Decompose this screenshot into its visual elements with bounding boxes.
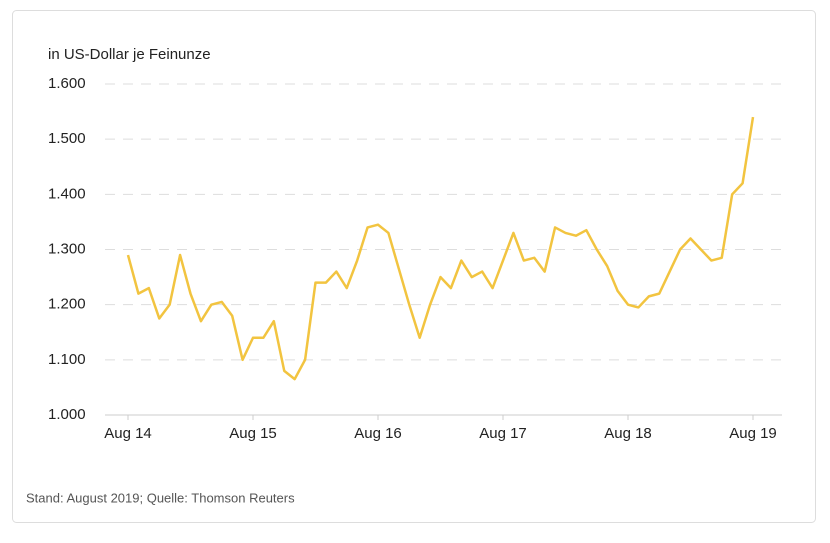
x-tick-label: Aug 15 bbox=[229, 425, 277, 442]
y-tick-label: 1.100 bbox=[48, 351, 86, 368]
price-line bbox=[126, 116, 755, 381]
x-tick-label: Aug 17 bbox=[479, 425, 527, 442]
x-tick-label: Aug 14 bbox=[104, 425, 152, 442]
source-note: Stand: August 2019; Quelle: Thomson Reut… bbox=[26, 490, 295, 505]
y-tick-label: 1.300 bbox=[48, 240, 86, 257]
y-tick-label: 1.500 bbox=[48, 130, 86, 147]
y-tick-label: 1.200 bbox=[48, 296, 86, 313]
card bbox=[12, 10, 816, 523]
y-tick-label: 1.000 bbox=[48, 406, 86, 423]
y-tick-label: 1.600 bbox=[48, 75, 86, 92]
x-tick-label: Aug 19 bbox=[729, 425, 777, 442]
x-tick-label: Aug 16 bbox=[354, 425, 402, 442]
y-tick-label: 1.400 bbox=[48, 185, 86, 202]
y-axis-label: in US-Dollar je Feinunze bbox=[48, 46, 211, 63]
x-tick-label: Aug 18 bbox=[604, 425, 652, 442]
